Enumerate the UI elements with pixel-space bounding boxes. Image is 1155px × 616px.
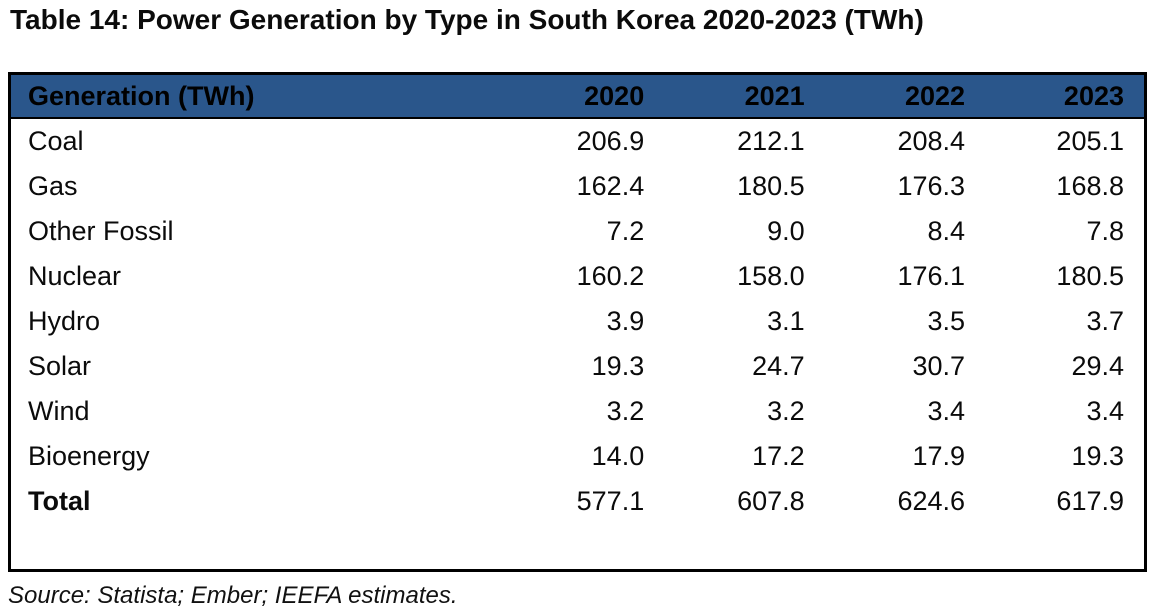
row-value: 3.4 — [1086, 396, 1124, 426]
table-row: Gas 162.4 180.5 176.3 168.8 — [10, 164, 1146, 209]
row-label: Bioenergy — [28, 441, 150, 471]
table-row: Wind 3.2 3.2 3.4 3.4 — [10, 389, 1146, 434]
row-value: 212.1 — [737, 126, 805, 156]
row-label: Total — [28, 486, 91, 516]
row-label: Gas — [28, 171, 78, 201]
row-value: 180.5 — [1056, 261, 1124, 291]
row-value: 9.0 — [767, 216, 805, 246]
row-value: 17.9 — [912, 441, 966, 471]
row-value: 3.2 — [606, 396, 645, 426]
table-row: Bioenergy 14.0 17.2 17.9 19.3 — [10, 434, 1146, 479]
row-label: Wind — [28, 396, 90, 426]
table-row: Total 577.1 607.8 624.6 617.9 — [10, 479, 1146, 571]
row-value: 168.8 — [1056, 171, 1124, 201]
table-row: Coal 206.9 212.1 208.4 205.1 — [10, 118, 1146, 164]
row-value: 14.0 — [591, 441, 645, 471]
table-title: Table 14: Power Generation by Type in So… — [10, 4, 924, 35]
column-header-year: 2022 — [824, 73, 986, 119]
column-header-year: 2020 — [503, 73, 665, 119]
row-label: Hydro — [28, 306, 101, 336]
row-value: 617.9 — [1056, 486, 1124, 516]
row-value: 158.0 — [737, 261, 805, 291]
column-header-year: 2021 — [664, 73, 825, 119]
row-value: 24.7 — [752, 351, 805, 381]
power-generation-table: Generation (TWh) 2020 2021 2022 2023 Coal 206… — [8, 72, 1147, 572]
row-value: 206.9 — [576, 126, 645, 156]
row-value: 19.3 — [1071, 441, 1124, 471]
table-row: Hydro 3.9 3.1 3.5 3.7 — [10, 299, 1146, 344]
source-note: Source: Statista; Ember; IEEFA estimates… — [8, 582, 458, 609]
row-label: Nuclear — [28, 261, 122, 291]
table-body: Coal 206.9 212.1 208.4 205.1 Gas 162.4 180.5 176… — [10, 118, 1146, 571]
header-row: Generation (TWh) 2020 2021 2022 2023 — [9, 73, 1146, 119]
row-value: 8.4 — [927, 216, 966, 246]
row-value: 3.9 — [606, 306, 645, 336]
row-value: 162.4 — [576, 171, 645, 201]
table-row: Solar 19.3 24.7 30.7 29.4 — [10, 344, 1146, 389]
row-value: 208.4 — [897, 126, 966, 156]
row-value: 160.2 — [576, 261, 645, 291]
table-row: Other Fossil 7.2 9.0 8.4 7.8 — [10, 209, 1146, 254]
row-value: 176.3 — [897, 171, 966, 201]
row-value: 7.8 — [1086, 216, 1124, 246]
row-value: 577.1 — [576, 486, 645, 516]
row-label: Solar — [28, 351, 92, 381]
row-value: 176.1 — [897, 261, 966, 291]
row-value: 607.8 — [737, 486, 805, 516]
column-header-year: 2023 — [985, 73, 1146, 119]
row-value: 3.7 — [1086, 306, 1124, 336]
row-value: 3.2 — [767, 396, 805, 426]
row-value: 17.2 — [752, 441, 805, 471]
row-value: 180.5 — [737, 171, 805, 201]
row-value: 624.6 — [897, 486, 966, 516]
row-label: Other Fossil — [28, 216, 174, 246]
table-header: Generation (TWh) 2020 2021 2022 2023 — [9, 73, 1146, 119]
row-value: 19.3 — [591, 351, 645, 381]
table-row: Nuclear 160.2 158.0 176.1 180.5 — [10, 254, 1146, 299]
row-value: 29.4 — [1071, 351, 1124, 381]
row-value: 3.4 — [927, 396, 966, 426]
row-value: 30.7 — [912, 351, 966, 381]
row-value: 205.1 — [1056, 126, 1124, 156]
row-value: 3.1 — [767, 306, 805, 336]
row-label: Coal — [28, 126, 84, 156]
row-value: 3.5 — [927, 306, 966, 336]
row-value: 7.2 — [606, 216, 645, 246]
column-header-generation: Generation (TWh) — [9, 73, 504, 119]
